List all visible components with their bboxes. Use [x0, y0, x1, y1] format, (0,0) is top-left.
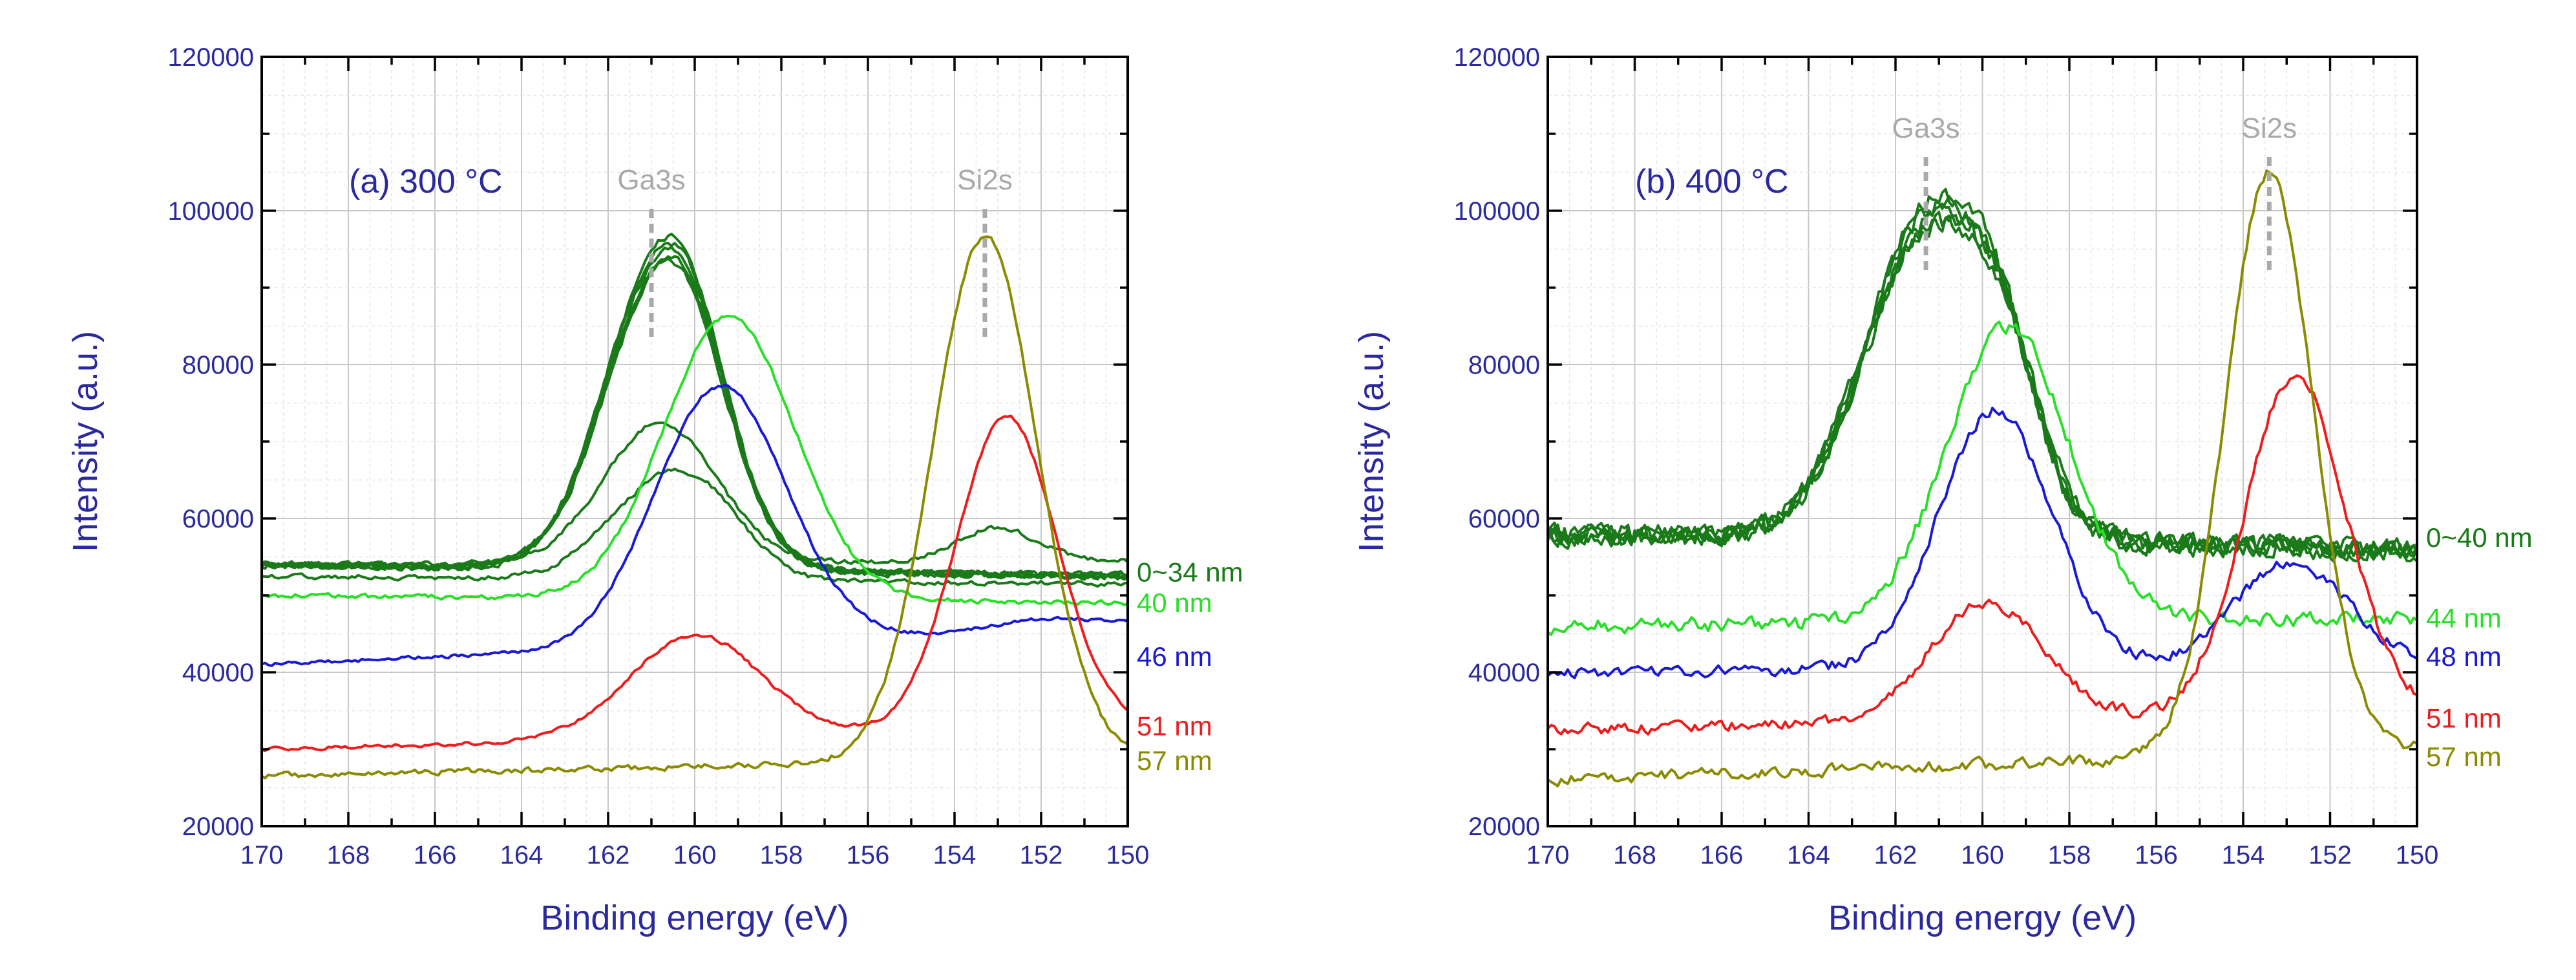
series-label-0-34-nm: 0~34 nm: [1137, 557, 1243, 587]
series-group: [1548, 169, 2417, 787]
x-axis-title: Binding energy (eV): [540, 899, 849, 937]
y-tick-label: 100000: [168, 197, 254, 226]
series-line-0-40-nm-2: [1548, 202, 2417, 563]
x-tick-label: 162: [1874, 841, 1917, 869]
panel-b-400c: Ga3s Si2s 170 168 166 164 162 160 158 156 154 152 15…: [1352, 43, 2533, 937]
x-tick-label: 156: [847, 841, 890, 869]
x-tick-label: 166: [1700, 841, 1744, 869]
y-axis-title: Intensity (a.u.): [66, 331, 105, 552]
series-line-44-nm: [1548, 320, 2417, 636]
x-tick-label: 154: [933, 841, 977, 869]
series-label-48-nm: 48 nm: [2426, 641, 2502, 672]
x-tick-label: 166: [414, 841, 457, 869]
y-tick-label: 60000: [1468, 505, 1540, 533]
series-label-57-nm: 57 nm: [2426, 741, 2502, 772]
series-line-46-nm: [262, 383, 1128, 667]
tick-group: [1547, 56, 2418, 827]
y-tick-label: 40000: [1468, 659, 1540, 687]
series-label-57-nm: 57 nm: [1137, 745, 1212, 776]
x-tick-label: 158: [2048, 841, 2091, 869]
y-tick-label: 80000: [182, 351, 254, 379]
x-tick-label: 150: [2396, 841, 2439, 869]
y-tick-label: 120000: [168, 43, 254, 72]
x-tick-label: 162: [587, 841, 630, 869]
series-line-40-nm: [262, 314, 1128, 606]
x-tick-label: 158: [760, 841, 803, 869]
series-line-0-34-nm-4: [262, 232, 1128, 581]
peak-marker-label-si2s: Si2s: [2242, 112, 2297, 144]
series-label-40-nm: 40 nm: [1137, 588, 1212, 618]
series-group: [262, 232, 1128, 780]
x-tick-label: 152: [1020, 841, 1063, 869]
series-line-57-nm: [262, 235, 1128, 780]
x-tick-label: 170: [240, 841, 284, 869]
series-label-0-40-nm: 0~40 nm: [2426, 522, 2533, 553]
series-line-51-nm: [262, 414, 1128, 752]
y-tick-label: 100000: [1454, 197, 1540, 226]
series-line-extra-1: [262, 421, 1128, 568]
x-tick-label: 164: [1787, 841, 1830, 869]
panel-a-300c: Ga3s Si2s 170 168 166 164 162 160 158 156 154 152 15…: [66, 43, 1243, 937]
peak-marker-label-ga3s: Ga3s: [1892, 112, 1959, 144]
x-axis-title: Binding energy (eV): [1828, 899, 2137, 937]
series-label-44-nm: 44 nm: [2426, 603, 2502, 634]
x-tick-label: 160: [673, 841, 717, 869]
series-line-0-40-nm-4: [1548, 187, 2417, 559]
x-tick-label: 168: [327, 841, 370, 869]
y-axis-title: Intensity (a.u.): [1352, 331, 1391, 552]
x-tick-label: 170: [1526, 841, 1570, 869]
series-label-51-nm: 51 nm: [2426, 703, 2502, 733]
series-line-0-40-nm-3: [1548, 195, 2417, 562]
series-label-46-nm: 46 nm: [1137, 641, 1212, 672]
y-tick-label: 40000: [182, 659, 254, 687]
peak-marker-label-ga3s: Ga3s: [617, 164, 685, 196]
y-tick-label: 80000: [1468, 351, 1540, 379]
x-tick-label: 160: [1961, 841, 2004, 869]
peak-marker-label-si2s: Si2s: [957, 164, 1013, 196]
panel-title: (b) 400 °C: [1635, 163, 1789, 200]
x-tick-label: 152: [2308, 841, 2352, 869]
y-tick-label: 60000: [182, 505, 254, 533]
series-line-extra-2: [262, 467, 1128, 588]
series-line-57-nm: [1548, 169, 2417, 787]
y-tick-label: 20000: [1468, 813, 1540, 841]
x-tick-label: 156: [2135, 841, 2178, 869]
series-label-51-nm: 51 nm: [1137, 710, 1212, 741]
y-tick-label: 20000: [182, 813, 254, 841]
panel-title: (a) 300 °C: [349, 163, 503, 200]
x-tick-label: 164: [500, 841, 544, 869]
series-line-51-nm: [1548, 374, 2417, 736]
y-tick-label: 120000: [1454, 43, 1540, 72]
series-line-48-nm: [1548, 407, 2417, 679]
x-tick-label: 154: [2222, 841, 2265, 869]
x-tick-label: 168: [1613, 841, 1656, 869]
x-tick-label: 150: [1106, 841, 1150, 869]
tick-group: [260, 56, 1129, 827]
